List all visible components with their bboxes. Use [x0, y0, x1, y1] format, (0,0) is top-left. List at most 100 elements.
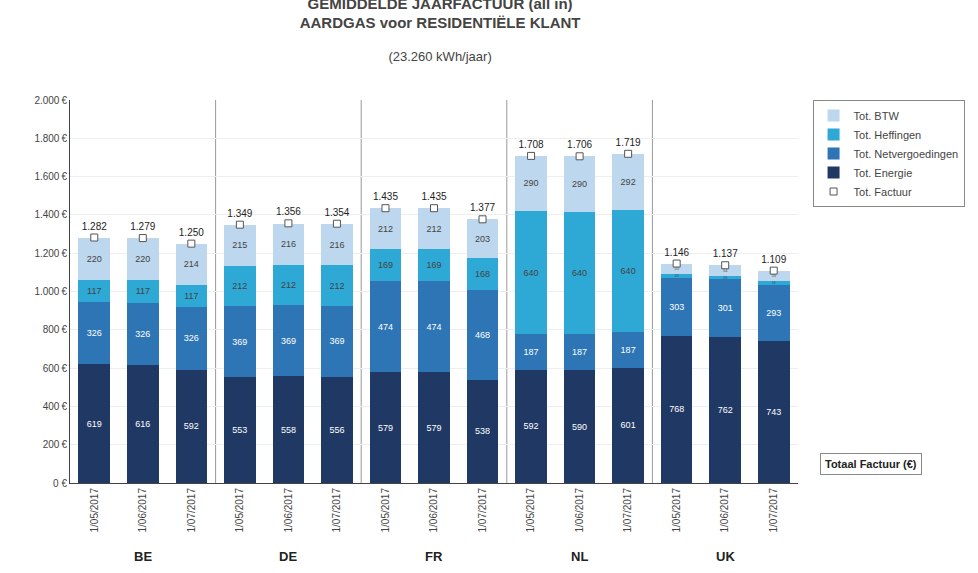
svg-text:326: 326 [87, 328, 102, 338]
svg-text:556: 556 [329, 425, 344, 435]
svg-text:1/06/2017: 1/06/2017 [719, 488, 730, 533]
svg-text:20: 20 [723, 276, 727, 280]
svg-text:1.279: 1.279 [130, 221, 155, 232]
svg-text:203: 203 [475, 234, 490, 244]
svg-text:214: 214 [184, 259, 199, 269]
svg-text:592: 592 [184, 421, 199, 431]
svg-text:468: 468 [475, 330, 490, 340]
svg-text:1.200 €: 1.200 € [34, 248, 67, 259]
svg-text:55: 55 [674, 266, 679, 271]
svg-text:1/05/2017: 1/05/2017 [671, 488, 682, 533]
svg-text:558: 558 [281, 425, 296, 435]
svg-text:768: 768 [669, 404, 684, 414]
svg-text:1.349: 1.349 [227, 208, 252, 219]
svg-text:1.282: 1.282 [82, 221, 107, 232]
svg-text:1/05/2017: 1/05/2017 [525, 488, 536, 533]
svg-text:20: 20 [675, 274, 679, 278]
svg-text:303: 303 [669, 302, 684, 312]
svg-text:BE: BE [134, 549, 152, 564]
svg-text:1/07/2017: 1/07/2017 [768, 488, 779, 533]
svg-text:743: 743 [766, 407, 781, 417]
svg-text:1.146: 1.146 [664, 247, 689, 258]
svg-text:600 €: 600 € [43, 363, 68, 374]
svg-text:1/06/2017: 1/06/2017 [283, 488, 294, 533]
svg-text:1.137: 1.137 [713, 248, 738, 259]
svg-text:579: 579 [378, 423, 393, 433]
svg-text:1.800 €: 1.800 € [34, 133, 67, 144]
svg-text:UK: UK [716, 549, 735, 564]
svg-text:187: 187 [524, 347, 539, 357]
svg-text:1.250: 1.250 [179, 227, 204, 238]
svg-text:538: 538 [475, 426, 490, 436]
svg-text:400 €: 400 € [43, 401, 68, 412]
svg-text:168: 168 [475, 269, 490, 279]
svg-text:212: 212 [426, 224, 441, 234]
svg-text:1/07/2017: 1/07/2017 [186, 488, 197, 533]
svg-text:616: 616 [135, 419, 150, 429]
svg-text:187: 187 [621, 345, 636, 355]
svg-text:1/06/2017: 1/06/2017 [428, 488, 439, 533]
svg-text:53: 53 [772, 274, 776, 278]
svg-text:326: 326 [135, 329, 150, 339]
svg-text:1/07/2017: 1/07/2017 [477, 488, 488, 533]
svg-text:762: 762 [718, 405, 733, 415]
svg-text:1/05/2017: 1/05/2017 [234, 488, 245, 533]
svg-text:1/06/2017: 1/06/2017 [574, 488, 585, 533]
svg-text:54: 54 [723, 268, 728, 273]
svg-text:187: 187 [572, 347, 587, 357]
svg-text:169: 169 [378, 260, 393, 270]
svg-text:1.377: 1.377 [470, 202, 495, 213]
svg-text:212: 212 [329, 281, 344, 291]
svg-text:117: 117 [136, 286, 150, 296]
svg-text:1/05/2017: 1/05/2017 [89, 488, 100, 533]
svg-text:590: 590 [572, 422, 587, 432]
svg-text:212: 212 [378, 224, 393, 234]
svg-text:1.109: 1.109 [761, 254, 786, 265]
svg-text:(23.260 kWh/jaar): (23.260 kWh/jaar) [388, 49, 491, 64]
svg-text:592: 592 [524, 421, 539, 431]
svg-text:1/07/2017: 1/07/2017 [331, 488, 342, 533]
svg-text:FR: FR [425, 549, 443, 564]
svg-text:220: 220 [135, 254, 150, 264]
svg-text:GEMIDDELDE JAARFACTUUR (all in: GEMIDDELDE JAARFACTUUR (all in)AARDGAS v… [300, 0, 581, 31]
svg-text:1.435: 1.435 [421, 191, 446, 202]
svg-text:640: 640 [524, 268, 539, 278]
svg-text:1.708: 1.708 [519, 139, 544, 150]
svg-text:301: 301 [718, 303, 733, 313]
svg-text:1.354: 1.354 [324, 207, 349, 218]
svg-text:326: 326 [184, 333, 199, 343]
svg-text:553: 553 [232, 425, 247, 435]
svg-text:212: 212 [281, 280, 296, 290]
svg-text:200 €: 200 € [43, 439, 68, 450]
svg-text:1.356: 1.356 [276, 206, 301, 217]
svg-text:640: 640 [572, 268, 587, 278]
svg-text:292: 292 [621, 177, 636, 187]
svg-text:212: 212 [232, 281, 247, 291]
svg-text:NL: NL [571, 549, 588, 564]
svg-text:DE: DE [279, 549, 297, 564]
svg-text:1.600 €: 1.600 € [34, 171, 67, 182]
svg-text:601: 601 [621, 420, 636, 430]
svg-text:117: 117 [184, 291, 198, 301]
svg-text:290: 290 [524, 178, 539, 188]
svg-text:474: 474 [426, 322, 441, 332]
svg-text:293: 293 [766, 308, 781, 318]
svg-text:Tot. Heffingen: Tot. Heffingen [854, 129, 922, 141]
svg-text:Tot. Energie: Tot. Energie [854, 167, 913, 179]
svg-text:0 €: 0 € [53, 478, 67, 489]
svg-text:369: 369 [281, 336, 296, 346]
svg-text:2.000 €: 2.000 € [34, 95, 67, 106]
svg-text:619: 619 [87, 419, 102, 429]
svg-text:Tot. Factuur: Tot. Factuur [854, 186, 912, 198]
svg-text:1/05/2017: 1/05/2017 [380, 488, 391, 533]
svg-text:215: 215 [232, 240, 247, 250]
svg-text:1.435: 1.435 [373, 191, 398, 202]
svg-text:216: 216 [329, 240, 344, 250]
svg-text:800 €: 800 € [43, 324, 68, 335]
svg-text:Tot. Netvergoedingen: Tot. Netvergoedingen [854, 148, 959, 160]
svg-text:1/06/2017: 1/06/2017 [137, 488, 148, 533]
svg-text:1.719: 1.719 [616, 137, 641, 148]
svg-text:1.400 €: 1.400 € [34, 209, 67, 220]
svg-text:19: 19 [772, 281, 776, 285]
svg-text:290: 290 [572, 179, 587, 189]
